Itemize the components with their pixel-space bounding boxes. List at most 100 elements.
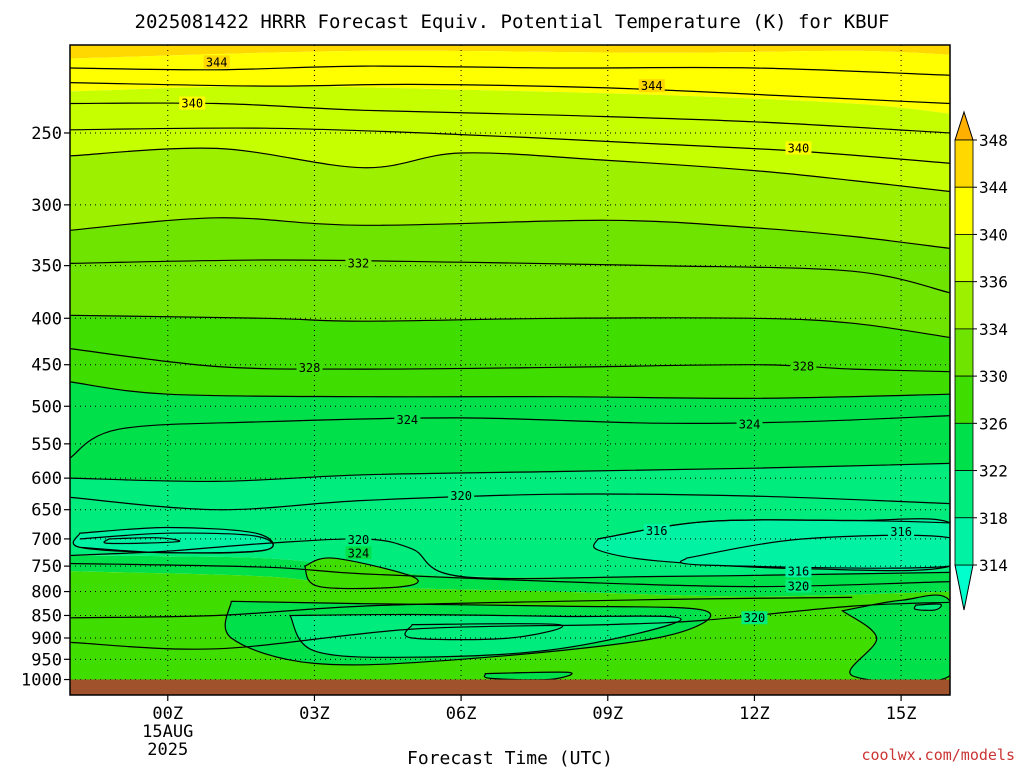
y-axis: 250 300 350 400 450 500 550 600 650 700 750 800 850 9… bbox=[21, 124, 70, 691]
contour-line-8 bbox=[70, 348, 950, 373]
contour-line-3 bbox=[70, 127, 950, 164]
colorbar-segment-4 bbox=[954, 328, 974, 377]
filled-contours bbox=[70, 45, 950, 695]
y-tick-label-950: 950 bbox=[31, 650, 62, 670]
x-tick-label-06Z: 06Z bbox=[446, 704, 477, 724]
contour-blob-10 bbox=[913, 603, 943, 611]
y-tick-label-300: 300 bbox=[31, 196, 62, 216]
y-tick-label-650: 650 bbox=[31, 501, 62, 521]
contour-label-bg-15 bbox=[785, 579, 812, 593]
contour-line-17 bbox=[79, 532, 274, 554]
colorbar-segment-0 bbox=[954, 139, 974, 188]
contour-label-9: 320 bbox=[450, 489, 472, 503]
contour-label-bg-14 bbox=[785, 564, 812, 578]
colorbar-min-triangle bbox=[954, 564, 974, 611]
colorbar-label-322: 322 bbox=[979, 462, 1008, 481]
contour-label-bg-3 bbox=[785, 141, 812, 155]
contour-line-1 bbox=[70, 82, 950, 105]
y-tick-label-550: 550 bbox=[31, 435, 62, 455]
x-tick-label-03Z: 03Z bbox=[299, 704, 330, 724]
y-tick-label-850: 850 bbox=[31, 606, 62, 626]
band-8 bbox=[70, 381, 950, 458]
plot-frame bbox=[69, 44, 951, 696]
y-tick-label-350: 350 bbox=[31, 257, 62, 277]
colorbar-label-340: 340 bbox=[979, 225, 1008, 244]
contour-label-13: 316 bbox=[890, 525, 912, 539]
contour-label-bg-0 bbox=[203, 55, 230, 69]
x-tick-label-15Z: 15Z bbox=[886, 704, 917, 724]
contour-label-0: 344 bbox=[206, 55, 228, 69]
contour-label-bg-7 bbox=[394, 413, 421, 427]
contour-label-bg-2 bbox=[179, 96, 206, 110]
colorbar-max-triangle bbox=[954, 110, 974, 141]
contour-label-15: 320 bbox=[788, 580, 810, 594]
contour-label-bg-1 bbox=[638, 79, 665, 93]
colorbar-segment-3 bbox=[954, 281, 974, 330]
colorbar-segment-6 bbox=[954, 422, 974, 471]
contour-line-7 bbox=[70, 314, 950, 339]
contour-label-bg-6 bbox=[790, 359, 817, 373]
contour-line-10 bbox=[70, 415, 950, 459]
contour-blob-3 bbox=[679, 534, 950, 569]
contour-line-4 bbox=[70, 147, 950, 193]
colorbar-label-326: 326 bbox=[979, 414, 1008, 433]
contour-line-9 bbox=[70, 381, 950, 399]
y-tick-label-1000: 1000 bbox=[21, 671, 62, 691]
band-7 bbox=[70, 348, 950, 399]
contour-label-bg-8 bbox=[736, 417, 763, 431]
band-4 bbox=[70, 217, 950, 293]
colorbar-segment-1 bbox=[954, 186, 974, 235]
y-tick-label-500: 500 bbox=[31, 397, 62, 417]
y-tick-label-600: 600 bbox=[31, 469, 62, 489]
ground-below-surface bbox=[70, 679, 950, 695]
y-tick-label-700: 700 bbox=[31, 530, 62, 550]
y-tick-label-900: 900 bbox=[31, 629, 62, 649]
band-2 bbox=[70, 86, 950, 192]
contour-label-2: 340 bbox=[181, 97, 203, 111]
contour-label-bg-10 bbox=[345, 533, 372, 547]
contour-label-bg-16 bbox=[741, 611, 768, 625]
y-tick-label-800: 800 bbox=[31, 583, 62, 603]
contour-label-16: 320 bbox=[744, 611, 766, 625]
band-6 bbox=[70, 315, 950, 372]
contour-label-bg-9 bbox=[448, 489, 475, 503]
contour-label-4: 332 bbox=[348, 256, 370, 270]
contour-label-11: 324 bbox=[348, 546, 370, 560]
contour-label-1: 344 bbox=[641, 79, 663, 93]
chart-title: 2025081422 HRRR Forecast Equiv. Potentia… bbox=[135, 11, 890, 33]
band-0 bbox=[70, 45, 950, 59]
contour-label-12: 316 bbox=[646, 524, 668, 538]
colorbar-label-334: 334 bbox=[979, 320, 1008, 339]
x-tick-sublabel-15AUG: 15AUG bbox=[142, 722, 193, 742]
colorbar-label-344: 344 bbox=[979, 178, 1008, 197]
contour-line-16 bbox=[70, 601, 950, 650]
x-axis-label: Forecast Time (UTC) bbox=[407, 748, 613, 768]
y-tick-label-400: 400 bbox=[31, 309, 62, 329]
colorbar: 314 318 322 326 330 334 336 340 344 348 bbox=[954, 110, 1008, 611]
contour-line-15 bbox=[70, 596, 853, 619]
y-tick-label-250: 250 bbox=[31, 124, 62, 144]
contour-label-6: 328 bbox=[792, 359, 814, 373]
x-tick-label-00Z: 00Z bbox=[152, 704, 183, 724]
contour-blob-8 bbox=[483, 671, 573, 681]
contour-label-bg-4 bbox=[345, 256, 372, 270]
y-tick-label-750: 750 bbox=[31, 557, 62, 577]
contour-label-7: 324 bbox=[396, 413, 418, 427]
colorbar-label-318: 318 bbox=[979, 509, 1008, 528]
credit-text: coolwx.com/models bbox=[861, 746, 1015, 764]
colorbar-segment-5 bbox=[954, 375, 974, 424]
band-9 bbox=[70, 415, 950, 482]
colorbar-segment-7 bbox=[954, 470, 974, 519]
colorbar-label-314: 314 bbox=[979, 556, 1008, 575]
contour-label-bg-13 bbox=[888, 525, 915, 539]
band-3 bbox=[70, 148, 950, 249]
colorbar-label-330: 330 bbox=[979, 367, 1008, 386]
colorbar-label-336: 336 bbox=[979, 273, 1008, 292]
contour-line-0 bbox=[70, 65, 950, 76]
x-tick-label-12Z: 12Z bbox=[739, 704, 770, 724]
contour-label-3: 340 bbox=[788, 141, 810, 155]
contour-label-bg-12 bbox=[643, 523, 670, 537]
